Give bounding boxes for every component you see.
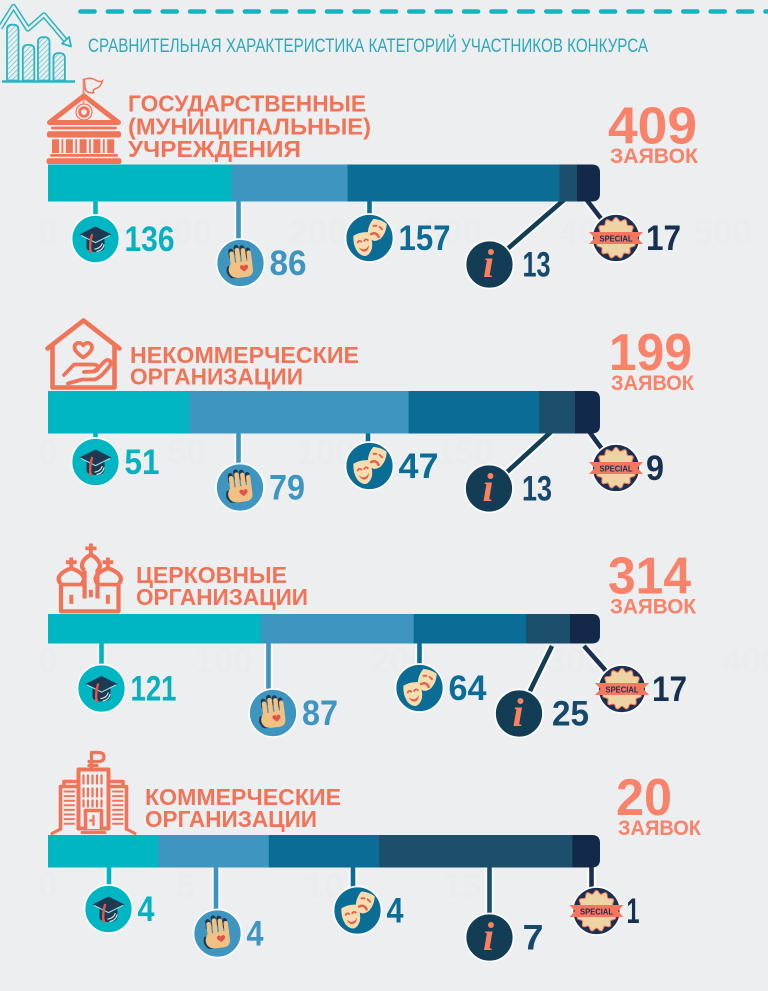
- svg-text:200: 200: [289, 213, 347, 252]
- svg-text:4: 4: [138, 890, 155, 929]
- svg-text:86: 86: [270, 244, 307, 283]
- svg-text:20: 20: [616, 769, 672, 827]
- svg-text:УЧРЕЖДЕНИЯ: УЧРЕЖДЕНИЯ: [128, 136, 301, 162]
- svg-text:ОРГАНИЗАЦИИ: ОРГАНИЗАЦИИ: [145, 806, 317, 832]
- svg-text:ГОСУДАРСТВЕННЫЕ: ГОСУДАРСТВЕННЫЕ: [128, 91, 366, 117]
- svg-text:ЦЕРКОВНЫЕ: ЦЕРКОВНЫЕ: [136, 562, 287, 588]
- svg-text:13: 13: [523, 245, 551, 284]
- svg-text:1: 1: [627, 892, 640, 931]
- svg-text:87: 87: [302, 694, 338, 733]
- svg-text:51: 51: [125, 443, 160, 482]
- svg-text:50: 50: [167, 433, 206, 472]
- svg-text:300: 300: [424, 213, 482, 252]
- svg-text:157: 157: [399, 219, 451, 258]
- svg-text:5: 5: [176, 867, 195, 906]
- svg-text:409: 409: [608, 98, 697, 156]
- svg-text:79: 79: [269, 468, 305, 507]
- svg-text:4: 4: [247, 914, 264, 953]
- svg-text:i: i: [482, 465, 493, 510]
- svg-text:15: 15: [443, 867, 482, 906]
- svg-text:ОРГАНИЗАЦИИ: ОРГАНИЗАЦИИ: [136, 584, 308, 610]
- svg-text:7: 7: [523, 918, 544, 957]
- svg-text:17: 17: [652, 670, 687, 709]
- svg-text:4: 4: [387, 891, 404, 930]
- svg-text:0: 0: [38, 433, 57, 472]
- svg-text:ЗАЯВОК: ЗАЯВОК: [611, 371, 695, 395]
- svg-text:i: i: [483, 241, 494, 286]
- svg-text:0: 0: [38, 213, 57, 252]
- svg-text:9: 9: [646, 449, 664, 488]
- svg-text:0: 0: [38, 867, 57, 906]
- svg-text:500: 500: [693, 213, 751, 252]
- svg-text:i: i: [483, 914, 494, 959]
- svg-text:ЗАЯВОК: ЗАЯВОК: [610, 144, 699, 168]
- svg-text:0: 0: [38, 642, 57, 681]
- svg-text:25: 25: [552, 694, 589, 733]
- svg-text:СРАВНИТЕЛЬНАЯ ХАРАКТЕРИСТИКА К: СРАВНИТЕЛЬНАЯ ХАРАКТЕРИСТИКА КАТЕГОРИЙ У…: [88, 35, 648, 57]
- svg-text:i: i: [512, 690, 523, 735]
- svg-text:121: 121: [131, 669, 177, 708]
- svg-text:НЕКОММЕРЧЕСКИЕ: НЕКОММЕРЧЕСКИЕ: [130, 342, 359, 368]
- svg-text:314: 314: [608, 548, 691, 606]
- svg-text:ОРГАНИЗАЦИИ: ОРГАНИЗАЦИИ: [130, 364, 303, 390]
- svg-text:100: 100: [195, 642, 253, 681]
- svg-text:(МУНИЦИПАЛЬНЫЕ): (МУНИЦИПАЛЬНЫЕ): [128, 113, 371, 139]
- svg-text:199: 199: [609, 324, 692, 382]
- svg-text:47: 47: [399, 447, 439, 486]
- svg-text:64: 64: [449, 669, 488, 708]
- svg-text:100: 100: [154, 213, 212, 252]
- svg-text:КОММЕРЧЕСКИЕ: КОММЕРЧЕСКИЕ: [145, 784, 341, 810]
- svg-text:ЗАЯВОК: ЗАЯВОК: [610, 595, 697, 619]
- svg-text:13: 13: [522, 469, 552, 508]
- svg-text:ЗАЯВОК: ЗАЯВОК: [618, 816, 702, 840]
- svg-text:400: 400: [722, 642, 768, 681]
- svg-text:136: 136: [125, 220, 175, 259]
- svg-text:17: 17: [646, 219, 681, 258]
